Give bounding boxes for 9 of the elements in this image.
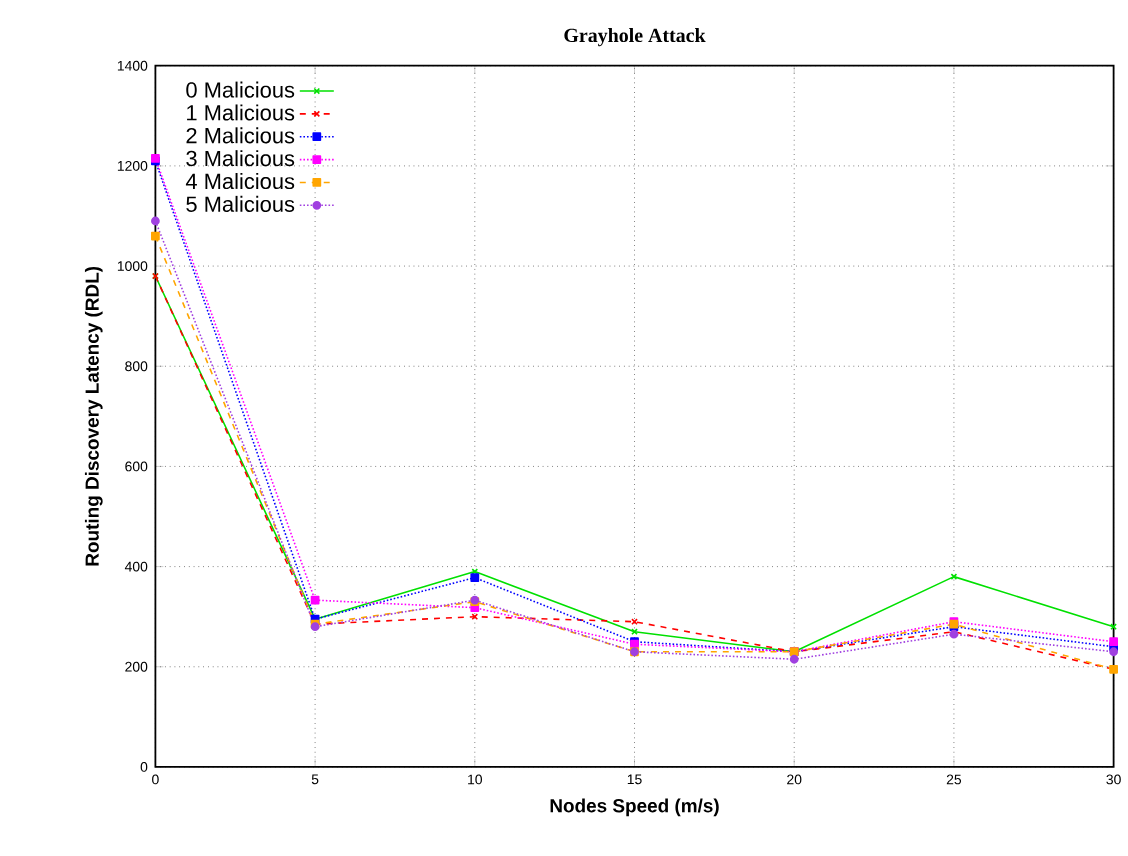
legend-label: 2 Malicious: [186, 127, 295, 144]
legend-label: 3 Malicious: [186, 149, 295, 166]
y-axis-title: Routing Discovery Latency (RDL): [84, 266, 103, 566]
legend-label: 0 Malicious: [186, 81, 295, 98]
chart-title: Grayhole Attack: [564, 27, 706, 46]
x-axis-title: Nodes Speed (m/s): [550, 798, 719, 816]
legend-label: 1 Malicious: [187, 104, 295, 121]
legend-label: 5 Malicious: [186, 195, 295, 212]
legend-label: 4 Malicious: [185, 172, 295, 189]
